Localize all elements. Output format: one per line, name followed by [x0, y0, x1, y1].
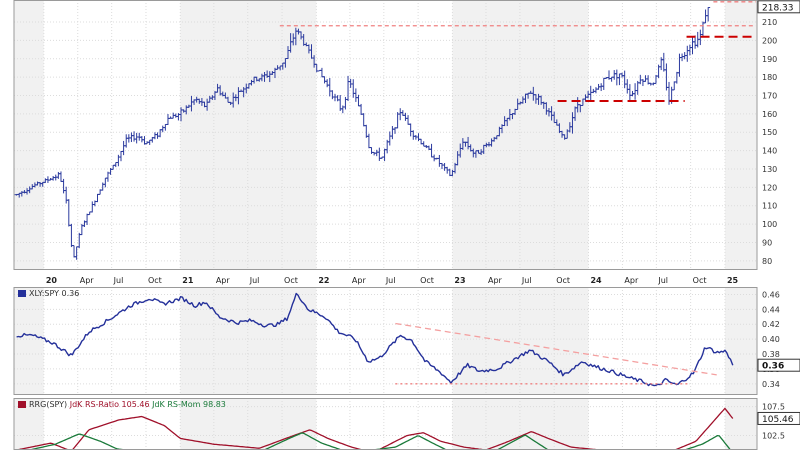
year-band	[14, 0, 44, 270]
x-tick-label: Jul	[113, 276, 124, 285]
x-tick-label: 23	[454, 276, 465, 285]
year-band	[724, 287, 757, 395]
grid-lines	[14, 0, 757, 450]
x-tick-label: Oct	[693, 276, 707, 285]
y-tick-label: 170	[762, 92, 777, 101]
rrg-legend-part: JdK RS-Mom 98.83	[150, 400, 226, 409]
last-value-badges: 218.33 0.36 105.46	[757, 0, 800, 425]
x-tick-label: Apr	[352, 276, 367, 285]
x-tick-label: Apr	[216, 276, 231, 285]
badge-label: 0.36	[762, 362, 784, 372]
rrg-legend: RRG(SPY) JdK RS-Ratio 105.46 JdK RS-Mom …	[29, 400, 226, 409]
badge-box	[757, 358, 800, 372]
x-tick-label: 22	[318, 276, 329, 285]
y-tick-label: 80	[762, 257, 772, 266]
panel-legends: XLY:SPY 0.36 RRG(SPY) JdK RS-Ratio 105.4…	[18, 289, 226, 409]
y-tick-label: 200	[762, 36, 777, 45]
y-tick-label: 0.38	[762, 350, 780, 359]
series-line	[16, 292, 734, 387]
year-band	[14, 287, 44, 395]
y-tick-label: 90	[762, 238, 772, 247]
rs-legend-swatch	[18, 290, 26, 297]
x-tick-label: 24	[590, 276, 602, 285]
x-tick-label: Apr	[624, 276, 639, 285]
year-band	[180, 287, 317, 395]
panel-frame	[13, 0, 758, 270]
badge-label: 218.33	[762, 3, 794, 13]
y-tick-label: 140	[762, 147, 777, 156]
ohlc-bar	[706, 7, 711, 22]
x-tick-label: Jul	[385, 276, 396, 285]
badge-box	[757, 0, 800, 14]
rrg-legend-part: JdK RS-Ratio 105.46	[67, 400, 149, 409]
x-tick-label: 20	[46, 276, 58, 285]
y-tick-label: 120	[762, 183, 777, 192]
year-band	[452, 398, 589, 450]
year-band	[724, 398, 757, 450]
rrg-legend-part: RRG(SPY)	[29, 400, 67, 409]
last-value-badge: 105.46	[757, 411, 800, 425]
last-value-badge: 0.36	[757, 358, 800, 372]
x-tick-label: Apr	[80, 276, 95, 285]
x-tick-label: Oct	[420, 276, 434, 285]
x-tick-label: Jul	[521, 276, 532, 285]
y-tick-label: 130	[762, 165, 777, 174]
year-band	[452, 0, 589, 270]
x-tick-label: Oct	[556, 276, 570, 285]
y-tick-label: 150	[762, 128, 777, 137]
year-band	[724, 0, 757, 270]
y-tick-label: 180	[762, 73, 777, 82]
y-tick-label: 107.5	[762, 403, 785, 412]
y-tick-label: 110	[762, 202, 777, 211]
rs-legend: XLY:SPY 0.36	[29, 289, 79, 298]
year-bands	[14, 0, 757, 450]
series-line	[16, 407, 734, 450]
x-tick-label: Oct	[284, 276, 298, 285]
y-tick-label: 0.46	[762, 290, 780, 299]
last-value-badge: 218.33	[757, 0, 800, 14]
y-tick-label: 0.34	[762, 380, 780, 389]
y-tick-label: 190	[762, 55, 777, 64]
badge-box	[757, 411, 800, 425]
y-tick-label: 102.5	[762, 432, 785, 441]
x-tick-label: Jul	[249, 276, 260, 285]
y-tick-label: 210	[762, 18, 777, 27]
x-tick-label: 21	[182, 276, 194, 285]
rrg-legend-swatch	[18, 401, 26, 408]
panel-frame	[13, 287, 758, 395]
trend-line	[395, 322, 717, 376]
y-tick-label: 0.42	[762, 320, 780, 329]
y-tick-label: 0.44	[762, 305, 780, 314]
badge-label: 105.46	[762, 415, 794, 425]
y-tick-label: 0.40	[762, 335, 780, 344]
y-tick-label: 160	[762, 110, 777, 119]
x-tick-label: Jul	[657, 276, 668, 285]
x-tick-label: Oct	[148, 276, 162, 285]
year-band	[452, 287, 589, 395]
x-tick-label: Apr	[488, 276, 503, 285]
y-tick-label: 100	[762, 220, 777, 229]
relative-strength-panel	[16, 292, 734, 387]
price-panel	[14, 1, 756, 260]
x-tick-label: 25	[727, 276, 739, 285]
